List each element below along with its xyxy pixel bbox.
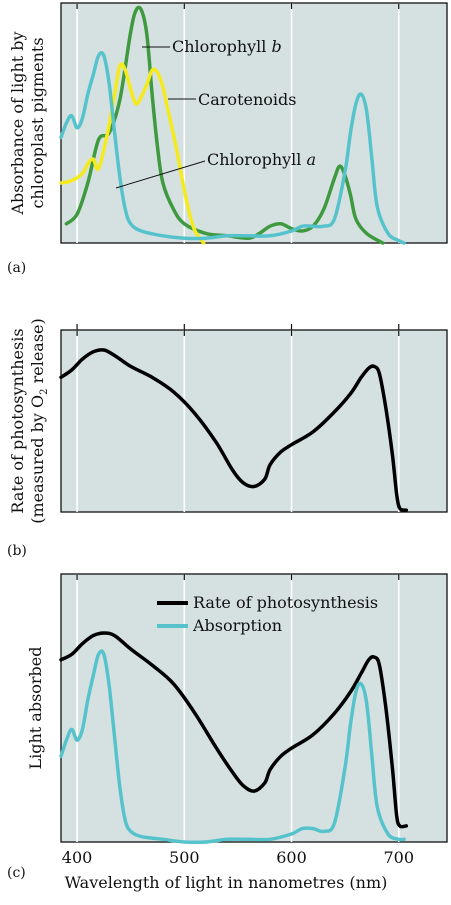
x-axis-label: Wavelength of light in nanometres (nm) xyxy=(65,873,388,892)
panel-c: (c) Light absorbed 400 500 600 700 Wavelength … xyxy=(7,573,448,892)
panel-b: (b) Rate of photosynthesis(measured by O2… xyxy=(7,318,448,559)
annotation-carotenoids: Carotenoids xyxy=(198,90,296,109)
series-carotenoids xyxy=(59,62,206,245)
y-axis-label: Absorbance of light bychloroplast pigmen… xyxy=(8,31,47,215)
plot-area xyxy=(60,573,448,843)
series-rate-of-photosynthesis xyxy=(59,348,409,512)
series-chlorophyll-a xyxy=(59,51,406,245)
x-tick-label: 400 xyxy=(62,848,93,867)
y-axis-label: Rate of photosynthesis(measured by O2 re… xyxy=(8,318,50,524)
annotation-chlorophyll-a: Chlorophyll a xyxy=(207,150,316,169)
panel-label: (a) xyxy=(7,260,26,276)
legend: Rate of photosynthesis Absorption xyxy=(157,593,378,635)
legend-entry: Rate of photosynthesis xyxy=(193,593,378,612)
x-tick-label: 600 xyxy=(276,848,307,867)
y-axis-label: Light absorbed xyxy=(26,646,45,769)
plot-area xyxy=(60,329,448,513)
x-tick-label: 500 xyxy=(169,848,200,867)
panel-a: (a) Absorbance of light bychloroplast pig… xyxy=(7,2,448,276)
panel-label: (c) xyxy=(7,865,26,881)
panel-label: (b) xyxy=(7,543,27,559)
series-rate-of-photosynthesis xyxy=(59,631,409,829)
series-chlorophyll-b xyxy=(64,5,385,245)
legend-entry: Absorption xyxy=(192,616,282,635)
annotation-chlorophyll-b: Chlorophyll b xyxy=(172,37,282,56)
x-tick-label: 700 xyxy=(383,848,414,867)
series-absorption xyxy=(59,649,406,845)
annotation-leader xyxy=(115,160,206,189)
